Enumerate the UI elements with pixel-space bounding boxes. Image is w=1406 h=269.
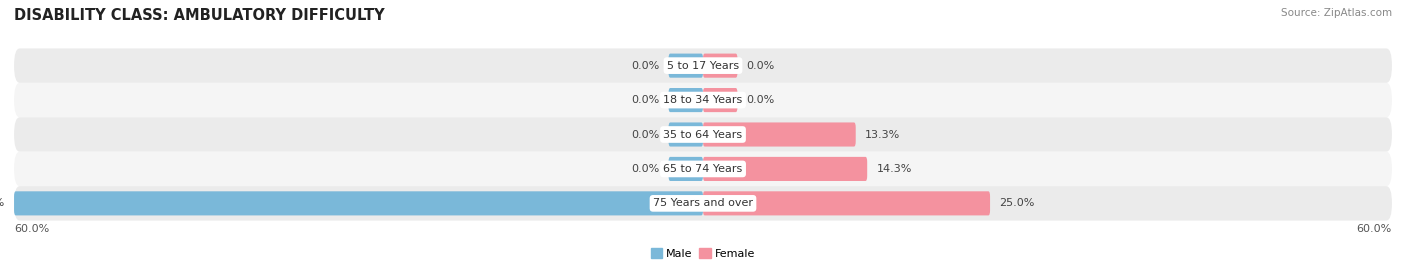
Text: 75 Years and over: 75 Years and over [652, 198, 754, 208]
FancyBboxPatch shape [14, 186, 1392, 221]
FancyBboxPatch shape [14, 152, 1392, 186]
Text: 60.0%: 60.0% [14, 224, 49, 234]
Text: 0.0%: 0.0% [747, 95, 775, 105]
FancyBboxPatch shape [669, 88, 703, 112]
Text: 18 to 34 Years: 18 to 34 Years [664, 95, 742, 105]
FancyBboxPatch shape [703, 88, 738, 112]
Text: 35 to 64 Years: 35 to 64 Years [664, 129, 742, 140]
Text: 5 to 17 Years: 5 to 17 Years [666, 61, 740, 71]
FancyBboxPatch shape [14, 48, 1392, 83]
FancyBboxPatch shape [669, 122, 703, 147]
Text: 60.0%: 60.0% [1357, 224, 1392, 234]
Legend: Male, Female: Male, Female [647, 244, 759, 263]
Text: 0.0%: 0.0% [631, 129, 659, 140]
FancyBboxPatch shape [703, 157, 868, 181]
Text: Source: ZipAtlas.com: Source: ZipAtlas.com [1281, 8, 1392, 18]
FancyBboxPatch shape [703, 122, 856, 147]
FancyBboxPatch shape [669, 157, 703, 181]
Text: 65 to 74 Years: 65 to 74 Years [664, 164, 742, 174]
FancyBboxPatch shape [669, 54, 703, 78]
Text: 0.0%: 0.0% [631, 95, 659, 105]
Text: 14.3%: 14.3% [876, 164, 911, 174]
Text: 0.0%: 0.0% [631, 164, 659, 174]
FancyBboxPatch shape [14, 191, 703, 215]
Text: 13.3%: 13.3% [865, 129, 900, 140]
Text: 25.0%: 25.0% [1000, 198, 1035, 208]
Text: 0.0%: 0.0% [631, 61, 659, 71]
FancyBboxPatch shape [14, 117, 1392, 152]
Text: 60.0%: 60.0% [0, 198, 4, 208]
FancyBboxPatch shape [703, 54, 738, 78]
Text: 0.0%: 0.0% [747, 61, 775, 71]
FancyBboxPatch shape [703, 191, 990, 215]
Text: DISABILITY CLASS: AMBULATORY DIFFICULTY: DISABILITY CLASS: AMBULATORY DIFFICULTY [14, 8, 385, 23]
FancyBboxPatch shape [14, 83, 1392, 117]
